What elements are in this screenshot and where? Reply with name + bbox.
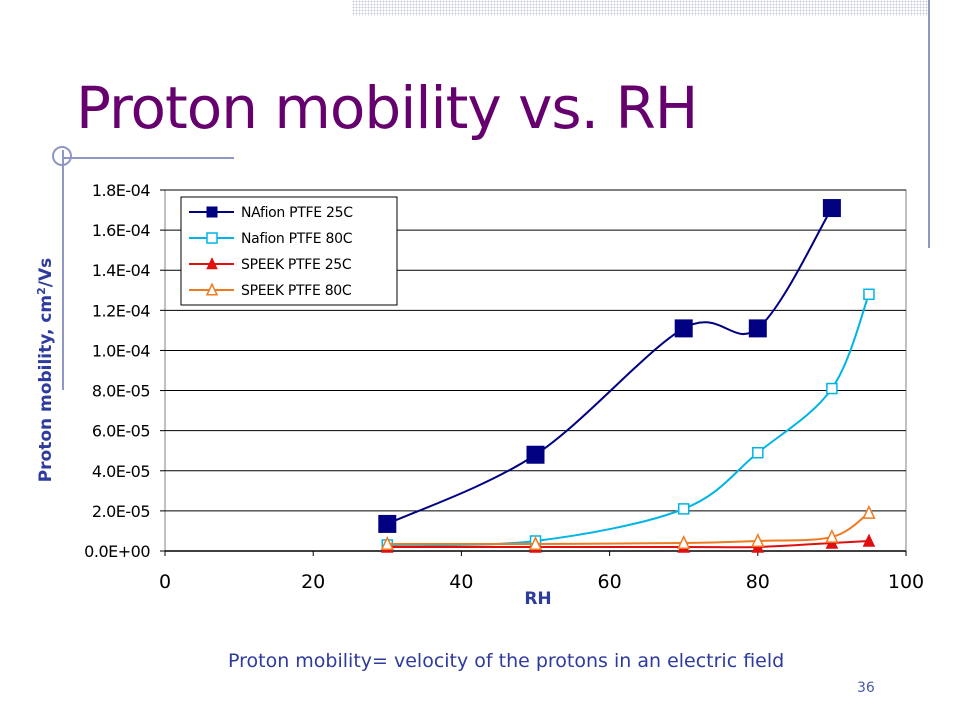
- data-point: [748, 319, 767, 338]
- legend-label: Nafion PTFE 80C: [241, 231, 353, 247]
- y-tick-label: 2.0E-05: [92, 502, 150, 521]
- data-point: [863, 288, 875, 301]
- data-point: [862, 533, 876, 547]
- y-tick-label: 1.0E-04: [92, 341, 151, 360]
- data-point: [674, 319, 693, 338]
- legend: NAfion PTFE 25C Nafion PTFE 80C SPEEK PTFE…: [180, 196, 398, 306]
- data-point: [825, 529, 839, 543]
- data-point: [752, 446, 764, 459]
- x-tick-label: 40: [449, 571, 473, 593]
- legend-label: SPEEK PTFE 80C: [241, 283, 352, 299]
- decorative-left-line: [62, 150, 64, 390]
- data-point: [677, 535, 691, 549]
- x-axis-title: RH: [524, 589, 551, 609]
- y-tick-label: 1.2E-04: [92, 301, 151, 320]
- header-hatch-band: [352, 0, 930, 16]
- legend-marker: [205, 282, 219, 296]
- legend-marker: [206, 206, 218, 218]
- data-point: [528, 536, 543, 550]
- slide-title: Proton mobility vs. RH: [76, 74, 698, 142]
- x-tick-label: 20: [301, 571, 325, 593]
- legend-label: SPEEK PTFE 25C: [241, 257, 352, 273]
- series-line: [386, 207, 833, 525]
- slide-number: 36: [857, 680, 875, 696]
- y-tick-label: 6.0E-05: [92, 422, 150, 441]
- data-point: [677, 503, 690, 515]
- y-axis-title: Proton mobility, cm2/Vs: [35, 258, 57, 483]
- data-point: [380, 536, 394, 550]
- slide-caption: Proton mobility= velocity of the protons…: [228, 650, 785, 672]
- proton-mobility-chart: 0.0E+00 2.0E-05 4.0E-05 6.0E-05 8.0E-05 1.0E-…: [35, 181, 925, 609]
- y-tick-label: 1.6E-04: [92, 221, 151, 240]
- data-point: [862, 504, 876, 519]
- x-tick-label: 100: [888, 571, 924, 593]
- legend-marker: [206, 232, 218, 244]
- series-4: [380, 504, 876, 550]
- y-tick-label: 4.0E-05: [92, 462, 150, 481]
- y-tick-label: 1.8E-04: [92, 181, 151, 200]
- data-point: [378, 514, 397, 533]
- series-1: [378, 199, 841, 533]
- y-tick-label: 1.4E-04: [92, 261, 151, 280]
- decorative-circle: [52, 146, 72, 166]
- decorative-horizontal-line: [62, 157, 234, 159]
- data-point: [751, 533, 765, 547]
- data-point: [822, 199, 841, 218]
- data-point: [526, 445, 545, 464]
- y-tick-label: 0.0E+00: [84, 542, 150, 561]
- decorative-vertical-line: [928, 0, 930, 248]
- legend-marker: [206, 257, 218, 270]
- data-point: [826, 382, 838, 395]
- y-tick-label: 8.0E-05: [92, 382, 150, 401]
- legend-label: NAfion PTFE 25C: [241, 205, 353, 221]
- x-tick-label: 0: [159, 571, 171, 593]
- x-tick-label: 80: [746, 571, 770, 593]
- x-tick-label: 60: [598, 571, 622, 593]
